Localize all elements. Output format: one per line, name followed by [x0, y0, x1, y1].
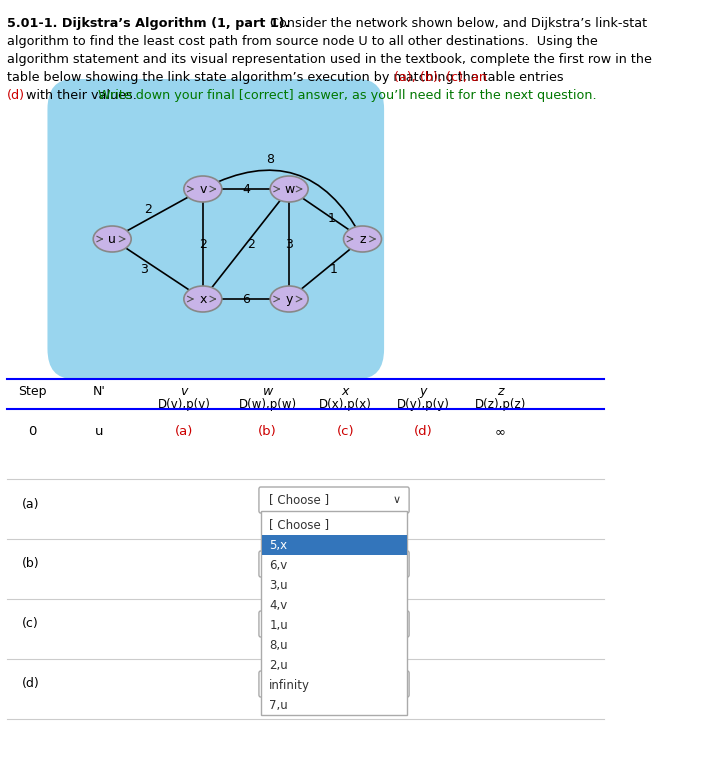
- Text: 8: 8: [266, 153, 273, 165]
- Text: v: v: [199, 182, 206, 196]
- Text: D(x),p(x): D(x),p(x): [319, 398, 372, 411]
- Text: y: y: [419, 385, 427, 398]
- Text: ∞: ∞: [495, 425, 506, 438]
- Text: (d): (d): [413, 425, 432, 438]
- Text: D(v),p(v): D(v),p(v): [157, 398, 211, 411]
- Text: 3,u: 3,u: [269, 579, 288, 591]
- Text: Consider the network shown below, and Dijkstra’s link-stat: Consider the network shown below, and Di…: [261, 17, 647, 30]
- Text: 1,u: 1,u: [269, 619, 288, 632]
- Text: [ Choose ]: [ Choose ]: [269, 558, 329, 570]
- Text: ∨: ∨: [393, 495, 401, 505]
- Text: y: y: [286, 292, 293, 305]
- FancyBboxPatch shape: [261, 511, 408, 715]
- Ellipse shape: [94, 226, 131, 252]
- Text: infinity: infinity: [269, 679, 311, 692]
- Text: [ Choose ]: [ Choose ]: [269, 494, 329, 506]
- Text: (a): (a): [21, 498, 39, 510]
- Text: (b): (b): [21, 558, 39, 570]
- Text: [ Choose ]: [ Choose ]: [269, 618, 329, 630]
- Text: 5,x: 5,x: [269, 538, 288, 552]
- Text: 2,u: 2,u: [269, 658, 288, 671]
- Text: v: v: [180, 385, 188, 398]
- Text: (d): (d): [7, 89, 25, 102]
- Text: 5.01-1. Dijkstra’s Algorithm (1, part 1).: 5.01-1. Dijkstra’s Algorithm (1, part 1)…: [7, 17, 289, 30]
- Text: w: w: [263, 385, 273, 398]
- Ellipse shape: [270, 286, 308, 312]
- Text: 0: 0: [29, 425, 37, 438]
- Text: 4: 4: [242, 182, 250, 196]
- Text: Step: Step: [19, 385, 47, 398]
- Text: x: x: [199, 292, 206, 305]
- Text: u: u: [95, 425, 104, 438]
- Text: D(w),p(w): D(w),p(w): [238, 398, 296, 411]
- Text: 1: 1: [329, 263, 337, 276]
- Text: z: z: [359, 232, 366, 245]
- Ellipse shape: [270, 176, 308, 202]
- Text: x: x: [341, 385, 349, 398]
- Ellipse shape: [183, 286, 222, 312]
- Text: 3: 3: [285, 238, 293, 251]
- Text: [ Choose ]: [ Choose ]: [269, 519, 329, 531]
- FancyBboxPatch shape: [259, 611, 409, 637]
- Text: ∨: ∨: [393, 559, 401, 569]
- FancyBboxPatch shape: [259, 487, 409, 513]
- Text: D(y),p(y): D(y),p(y): [396, 398, 449, 411]
- Text: 3: 3: [140, 263, 148, 276]
- Text: (d): (d): [21, 678, 39, 690]
- Text: 2: 2: [199, 238, 207, 251]
- Text: [ Choose ]: [ Choose ]: [269, 678, 329, 690]
- Text: with their values.: with their values.: [21, 89, 144, 102]
- Text: 4,v: 4,v: [269, 598, 288, 612]
- Text: ∨: ∨: [393, 679, 401, 689]
- Text: ∨: ∨: [393, 619, 401, 629]
- Text: Write down your final [correct] answer, as you’ll need it for the next question.: Write down your final [correct] answer, …: [98, 89, 596, 102]
- FancyBboxPatch shape: [259, 671, 409, 697]
- Text: table below showing the link state algorithm’s execution by matching the table e: table below showing the link state algor…: [7, 71, 568, 84]
- FancyBboxPatch shape: [261, 535, 406, 555]
- Text: w: w: [284, 182, 294, 196]
- Text: z: z: [498, 385, 504, 398]
- Text: (b): (b): [258, 425, 277, 438]
- FancyBboxPatch shape: [259, 551, 409, 577]
- Text: D(z),p(z): D(z),p(z): [475, 398, 526, 411]
- Text: (c): (c): [21, 618, 39, 630]
- Ellipse shape: [343, 226, 381, 252]
- FancyBboxPatch shape: [47, 79, 384, 379]
- Text: 7,u: 7,u: [269, 699, 288, 711]
- Text: 2: 2: [247, 238, 255, 251]
- Ellipse shape: [183, 176, 222, 202]
- Text: 2: 2: [144, 203, 152, 216]
- Text: 8,u: 8,u: [269, 639, 288, 651]
- Text: 6,v: 6,v: [269, 559, 288, 572]
- Text: 6: 6: [242, 292, 250, 305]
- Text: u: u: [109, 232, 116, 245]
- Text: (a), (b), (c), an: (a), (b), (c), an: [394, 71, 488, 84]
- Text: algorithm statement and its visual representation used in the textbook, complete: algorithm statement and its visual repre…: [7, 53, 652, 66]
- Text: algorithm to find the least cost path from source node U to all other destinatio: algorithm to find the least cost path fr…: [7, 35, 598, 48]
- Text: (c): (c): [336, 425, 354, 438]
- Text: N': N': [93, 385, 106, 398]
- Text: 1: 1: [328, 212, 336, 224]
- Text: (a): (a): [175, 425, 193, 438]
